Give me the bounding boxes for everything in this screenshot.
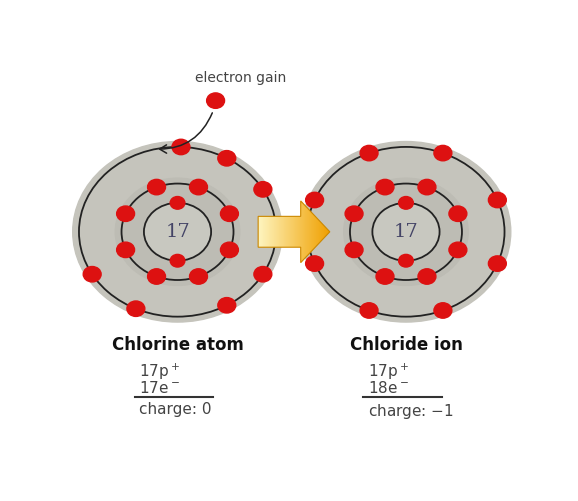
Text: 17: 17	[394, 223, 418, 241]
Circle shape	[345, 242, 363, 258]
Circle shape	[434, 145, 452, 161]
Circle shape	[301, 141, 511, 322]
Circle shape	[344, 178, 468, 286]
Circle shape	[449, 206, 467, 221]
Text: $\mathregular{17e^-}$: $\mathregular{17e^-}$	[139, 380, 180, 396]
Circle shape	[418, 269, 436, 284]
Circle shape	[434, 303, 452, 318]
Circle shape	[254, 182, 272, 197]
Circle shape	[172, 139, 190, 155]
Circle shape	[376, 179, 394, 195]
Circle shape	[376, 269, 394, 284]
Circle shape	[360, 303, 378, 318]
Circle shape	[73, 141, 282, 322]
Text: electron gain: electron gain	[195, 71, 286, 85]
Circle shape	[190, 179, 208, 195]
Circle shape	[418, 179, 436, 195]
Circle shape	[207, 93, 225, 108]
Circle shape	[306, 192, 324, 208]
Circle shape	[83, 267, 101, 282]
Text: Chlorine atom: Chlorine atom	[112, 336, 243, 354]
Circle shape	[220, 206, 238, 221]
Circle shape	[449, 242, 467, 258]
Text: $\mathregular{17p^+}$: $\mathregular{17p^+}$	[139, 362, 180, 382]
Circle shape	[399, 196, 413, 209]
Circle shape	[190, 269, 208, 284]
Text: charge: 0: charge: 0	[139, 402, 212, 417]
Circle shape	[218, 298, 236, 313]
Circle shape	[345, 206, 363, 221]
Circle shape	[115, 178, 240, 286]
Circle shape	[127, 301, 145, 317]
Circle shape	[488, 192, 506, 208]
Text: $\mathregular{18e^-}$: $\mathregular{18e^-}$	[368, 380, 409, 396]
Text: charge: $\mathregular{-1}$: charge: $\mathregular{-1}$	[368, 402, 454, 421]
FancyArrowPatch shape	[160, 113, 212, 153]
Circle shape	[488, 256, 506, 272]
Circle shape	[220, 242, 238, 258]
Circle shape	[147, 269, 165, 284]
Circle shape	[372, 203, 440, 261]
Text: $\mathregular{17p^+}$: $\mathregular{17p^+}$	[368, 362, 409, 382]
Text: Chloride ion: Chloride ion	[350, 336, 462, 354]
Circle shape	[170, 255, 185, 267]
Circle shape	[147, 179, 165, 195]
Circle shape	[360, 145, 378, 161]
Circle shape	[254, 267, 272, 282]
Text: 17: 17	[165, 223, 190, 241]
Circle shape	[218, 151, 236, 166]
Circle shape	[144, 203, 211, 261]
Circle shape	[399, 255, 413, 267]
Circle shape	[306, 256, 324, 272]
Circle shape	[117, 242, 135, 258]
Circle shape	[170, 196, 185, 209]
Circle shape	[117, 206, 135, 221]
